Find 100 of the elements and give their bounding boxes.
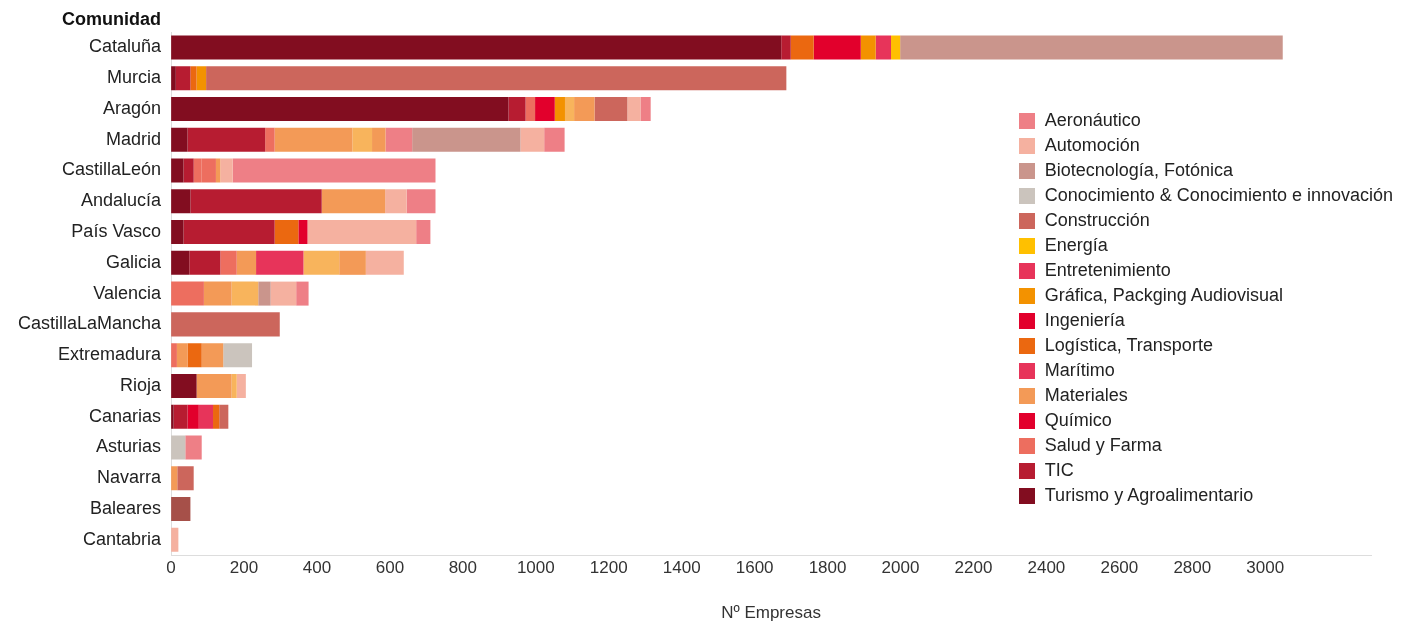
bar bbox=[544, 127, 565, 152]
x-tick-label: 200 bbox=[229, 558, 259, 578]
y-axis-title: Comunidad bbox=[62, 8, 162, 29]
bar bbox=[171, 35, 782, 60]
x-tick-label: 1000 bbox=[516, 558, 555, 578]
bar bbox=[270, 281, 297, 306]
bar bbox=[307, 220, 417, 245]
bar bbox=[520, 127, 545, 152]
y-tick-label: País Vasco bbox=[71, 221, 162, 242]
legend-label: Gráfica, Packging Audiovisual bbox=[1044, 285, 1283, 306]
bar bbox=[171, 312, 280, 337]
y-tick-label: Baleares bbox=[90, 498, 162, 518]
y-tick-label: Rioja bbox=[120, 374, 163, 395]
bar bbox=[298, 220, 308, 245]
bar bbox=[203, 281, 232, 306]
x-tick-label: 1200 bbox=[589, 558, 628, 578]
bar bbox=[781, 35, 791, 60]
y-tick-label: Aragón bbox=[103, 97, 162, 118]
y-tick-label: Canarias bbox=[89, 405, 162, 426]
bar bbox=[171, 189, 191, 214]
bar bbox=[187, 343, 202, 368]
x-tick-label: 2200 bbox=[954, 558, 993, 578]
bar bbox=[321, 189, 386, 214]
x-tick-label: 2800 bbox=[1173, 558, 1212, 578]
bar bbox=[236, 250, 257, 275]
legend-label: Salud y Farma bbox=[1044, 435, 1162, 456]
legend-label: Ingeniería bbox=[1044, 310, 1125, 331]
bar bbox=[265, 127, 275, 152]
bar bbox=[231, 281, 259, 306]
bar bbox=[185, 435, 202, 460]
x-tick-label: 1400 bbox=[662, 558, 701, 578]
bar bbox=[173, 404, 188, 429]
bar bbox=[860, 35, 876, 60]
x-tick-label: 2400 bbox=[1027, 558, 1066, 578]
bar bbox=[900, 35, 1283, 60]
bar bbox=[201, 343, 224, 368]
bar bbox=[813, 35, 861, 60]
bar bbox=[296, 281, 309, 306]
legend-label: Aeronáutico bbox=[1044, 110, 1141, 131]
bar bbox=[187, 404, 199, 429]
y-tick-label: Galicia bbox=[106, 251, 163, 272]
bar bbox=[190, 189, 322, 214]
y-tick-label: CastillaLeón bbox=[62, 159, 162, 180]
bar bbox=[508, 96, 526, 121]
bar bbox=[875, 35, 892, 60]
legend-label: Automoción bbox=[1044, 135, 1140, 156]
bar bbox=[594, 96, 628, 121]
y-tick-label: Asturias bbox=[96, 436, 162, 457]
bar bbox=[196, 66, 207, 91]
legend-label: Conocimiento & Conocimiento e innovación bbox=[1044, 185, 1393, 206]
bar bbox=[627, 96, 641, 121]
legend-label: Energía bbox=[1044, 235, 1108, 256]
bar bbox=[258, 281, 271, 306]
bar bbox=[640, 96, 651, 121]
bar bbox=[171, 435, 186, 460]
x-tick-label: 400 bbox=[302, 558, 332, 578]
legend-label: Logística, Transporte bbox=[1044, 335, 1213, 356]
bar bbox=[412, 127, 521, 152]
bar bbox=[525, 96, 536, 121]
x-tick-label: 3000 bbox=[1246, 558, 1285, 578]
bar bbox=[574, 96, 595, 121]
bar bbox=[365, 250, 404, 275]
x-tick-label: 1800 bbox=[808, 558, 847, 578]
bar bbox=[198, 404, 214, 429]
bar bbox=[176, 343, 188, 368]
bar bbox=[171, 96, 509, 121]
bar bbox=[196, 373, 232, 398]
y-tick-label: Madrid bbox=[106, 128, 162, 149]
legend-label: TIC bbox=[1044, 460, 1074, 481]
bar bbox=[183, 158, 194, 183]
bar bbox=[352, 127, 373, 152]
bar bbox=[256, 250, 304, 275]
bar bbox=[416, 220, 431, 245]
y-tick-label: Murcia bbox=[107, 67, 163, 88]
x-tick-label: 1600 bbox=[735, 558, 774, 578]
bar bbox=[171, 250, 190, 275]
bar bbox=[406, 189, 436, 214]
y-tick-label: Cantabria bbox=[83, 528, 163, 549]
bar bbox=[177, 466, 194, 491]
x-axis-title: Nº Empresas bbox=[721, 603, 821, 623]
bar bbox=[223, 343, 253, 368]
legend-label: Construcción bbox=[1044, 210, 1150, 231]
legend-label: Entretenimiento bbox=[1044, 260, 1171, 281]
bar bbox=[564, 96, 575, 121]
bar bbox=[274, 127, 353, 152]
bar bbox=[220, 158, 233, 183]
bar bbox=[171, 281, 204, 306]
y-tick-label: Cataluña bbox=[89, 36, 163, 57]
x-tick-label: 0 bbox=[166, 558, 176, 578]
bar bbox=[189, 250, 221, 275]
bar bbox=[385, 127, 413, 152]
bar bbox=[206, 66, 787, 91]
bar bbox=[171, 497, 191, 522]
legend-label: Biotecnología, Fotónica bbox=[1044, 160, 1233, 181]
legend-label: Turismo y Agroalimentario bbox=[1044, 485, 1254, 506]
legend-label: Marítimo bbox=[1044, 360, 1115, 381]
bar bbox=[274, 220, 299, 245]
legend-label: Químico bbox=[1044, 410, 1112, 431]
bar bbox=[790, 35, 814, 60]
bar bbox=[190, 66, 197, 91]
